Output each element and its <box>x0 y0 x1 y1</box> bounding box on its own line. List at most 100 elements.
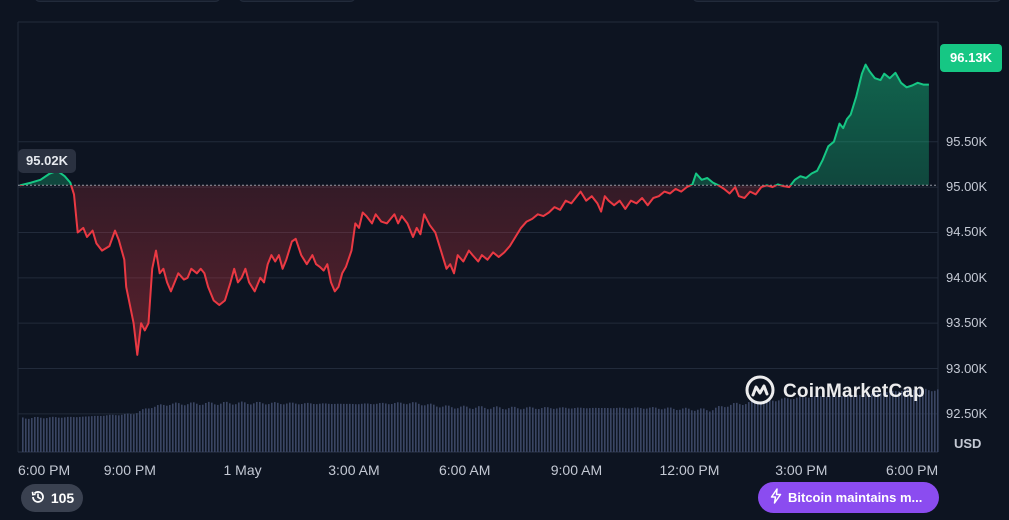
volume-bar <box>820 396 822 452</box>
volume-bar <box>895 391 897 452</box>
volume-bar <box>544 407 546 452</box>
volume-bar <box>904 389 906 452</box>
volume-bar <box>910 389 912 452</box>
volume-bar <box>58 417 60 452</box>
volume-bar <box>115 415 117 452</box>
volume-bar <box>343 403 345 452</box>
volume-bar <box>37 416 39 452</box>
volume-bar <box>373 404 375 452</box>
volume-bar <box>181 404 183 452</box>
volume-bar <box>595 407 597 452</box>
volume-bar <box>127 413 129 452</box>
volume-bar <box>748 402 750 452</box>
volume-bar <box>217 404 219 452</box>
volume-bar <box>271 402 273 452</box>
volume-bar <box>811 397 813 452</box>
volume-bar <box>478 406 480 452</box>
volume-bar <box>778 400 780 452</box>
volume-bar <box>883 392 885 452</box>
volume-bar <box>46 418 48 452</box>
volume-bar <box>511 406 513 452</box>
volume-bar <box>55 417 57 452</box>
volume-bar <box>229 403 231 452</box>
volume-bar <box>301 404 303 452</box>
volume-bar <box>697 409 699 452</box>
coinmarketcap-logo-icon <box>744 374 776 411</box>
x-tick-label: 9:00 AM <box>550 462 603 478</box>
volume-bar <box>415 402 417 452</box>
news-pill[interactable]: Bitcoin maintains m... <box>758 482 939 513</box>
volume-bar <box>619 407 621 452</box>
x-tick-label: 3:00 PM <box>775 462 828 478</box>
volume-bar <box>421 405 423 452</box>
x-tick-label: 1 May <box>223 462 262 478</box>
volume-bar <box>739 404 741 452</box>
volume-bar <box>646 408 648 452</box>
volume-bar <box>253 403 255 452</box>
volume-bar <box>130 414 132 452</box>
volume-bar <box>358 404 360 452</box>
volume-bar <box>88 416 90 452</box>
volume-bar <box>97 415 99 452</box>
volume-bar <box>388 404 390 452</box>
volume-bar <box>49 417 51 452</box>
volume-bar <box>352 403 354 452</box>
top-control-pill[interactable] <box>692 0 1002 2</box>
volume-bar <box>319 403 321 452</box>
volume-bar <box>307 402 309 452</box>
volume-bar <box>40 417 42 452</box>
volume-bar <box>535 408 537 452</box>
current-price-badge: 96.13K <box>940 44 1002 72</box>
price-line <box>19 63 929 356</box>
volume-bar <box>679 409 681 452</box>
volume-bar <box>730 404 732 452</box>
volume-bar <box>610 408 612 452</box>
volume-bar <box>241 401 243 452</box>
volume-bar <box>649 407 651 452</box>
volume-bar <box>385 403 387 452</box>
volume-bar <box>184 405 186 452</box>
volume-bar <box>484 407 486 452</box>
history-badge[interactable]: 105 <box>21 484 83 512</box>
volume-bar <box>262 403 264 452</box>
volume-bar <box>448 405 450 452</box>
volume-bar <box>328 403 330 452</box>
volume-bar <box>841 395 843 452</box>
volume-bar <box>937 389 939 452</box>
top-control-pill[interactable] <box>34 0 221 2</box>
volume-bar <box>397 402 399 452</box>
volume-bar <box>724 407 726 452</box>
volume-bar <box>208 401 210 452</box>
volume-bar <box>178 403 180 452</box>
volume-bar <box>226 401 228 452</box>
volume-bar <box>394 403 396 452</box>
volume-bar <box>280 404 282 452</box>
volume-bar <box>682 408 684 452</box>
volume-bar <box>292 402 294 452</box>
volume-bar <box>433 404 435 452</box>
volume-bar <box>766 399 768 452</box>
volume-bar <box>925 388 927 452</box>
volume-bar <box>286 403 288 452</box>
volume-bar <box>250 404 252 452</box>
volume-bar <box>838 395 840 452</box>
volume-bar <box>805 397 807 452</box>
volume-bar <box>826 396 828 452</box>
volume-bar <box>601 407 603 452</box>
volume-bar <box>355 404 357 452</box>
volume-bar <box>457 408 459 452</box>
volume-bar <box>862 394 864 452</box>
volume-bar <box>526 407 528 452</box>
volume-bar <box>760 402 762 452</box>
volume-bar <box>667 407 669 452</box>
volume-bar <box>580 407 582 452</box>
volume-bar <box>547 407 549 452</box>
volume-bar <box>796 397 798 452</box>
volume-bar <box>874 392 876 452</box>
x-tick-label: 6:00 AM <box>439 462 491 478</box>
top-control-pill[interactable] <box>238 0 356 2</box>
volume-bar <box>211 402 213 452</box>
volume-bar <box>391 404 393 452</box>
volume-bar <box>586 408 588 452</box>
